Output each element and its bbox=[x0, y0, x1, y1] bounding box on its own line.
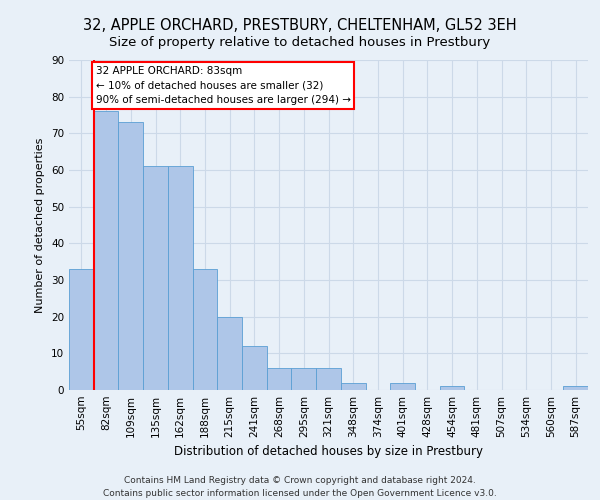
Bar bbox=[168, 166, 193, 390]
Bar bbox=[69, 269, 94, 390]
Bar bbox=[267, 368, 292, 390]
Bar bbox=[94, 112, 118, 390]
Bar bbox=[341, 382, 365, 390]
Bar bbox=[143, 166, 168, 390]
Bar bbox=[292, 368, 316, 390]
Bar bbox=[193, 269, 217, 390]
Bar bbox=[118, 122, 143, 390]
Y-axis label: Number of detached properties: Number of detached properties bbox=[35, 138, 46, 312]
Bar bbox=[316, 368, 341, 390]
Text: 32, APPLE ORCHARD, PRESTBURY, CHELTENHAM, GL52 3EH: 32, APPLE ORCHARD, PRESTBURY, CHELTENHAM… bbox=[83, 18, 517, 32]
Text: 32 APPLE ORCHARD: 83sqm
← 10% of detached houses are smaller (32)
90% of semi-de: 32 APPLE ORCHARD: 83sqm ← 10% of detache… bbox=[95, 66, 350, 105]
Text: Contains HM Land Registry data © Crown copyright and database right 2024.
Contai: Contains HM Land Registry data © Crown c… bbox=[103, 476, 497, 498]
Bar bbox=[390, 382, 415, 390]
Bar bbox=[242, 346, 267, 390]
Bar bbox=[563, 386, 588, 390]
Bar bbox=[217, 316, 242, 390]
Text: Size of property relative to detached houses in Prestbury: Size of property relative to detached ho… bbox=[109, 36, 491, 49]
Bar bbox=[440, 386, 464, 390]
X-axis label: Distribution of detached houses by size in Prestbury: Distribution of detached houses by size … bbox=[174, 446, 483, 458]
